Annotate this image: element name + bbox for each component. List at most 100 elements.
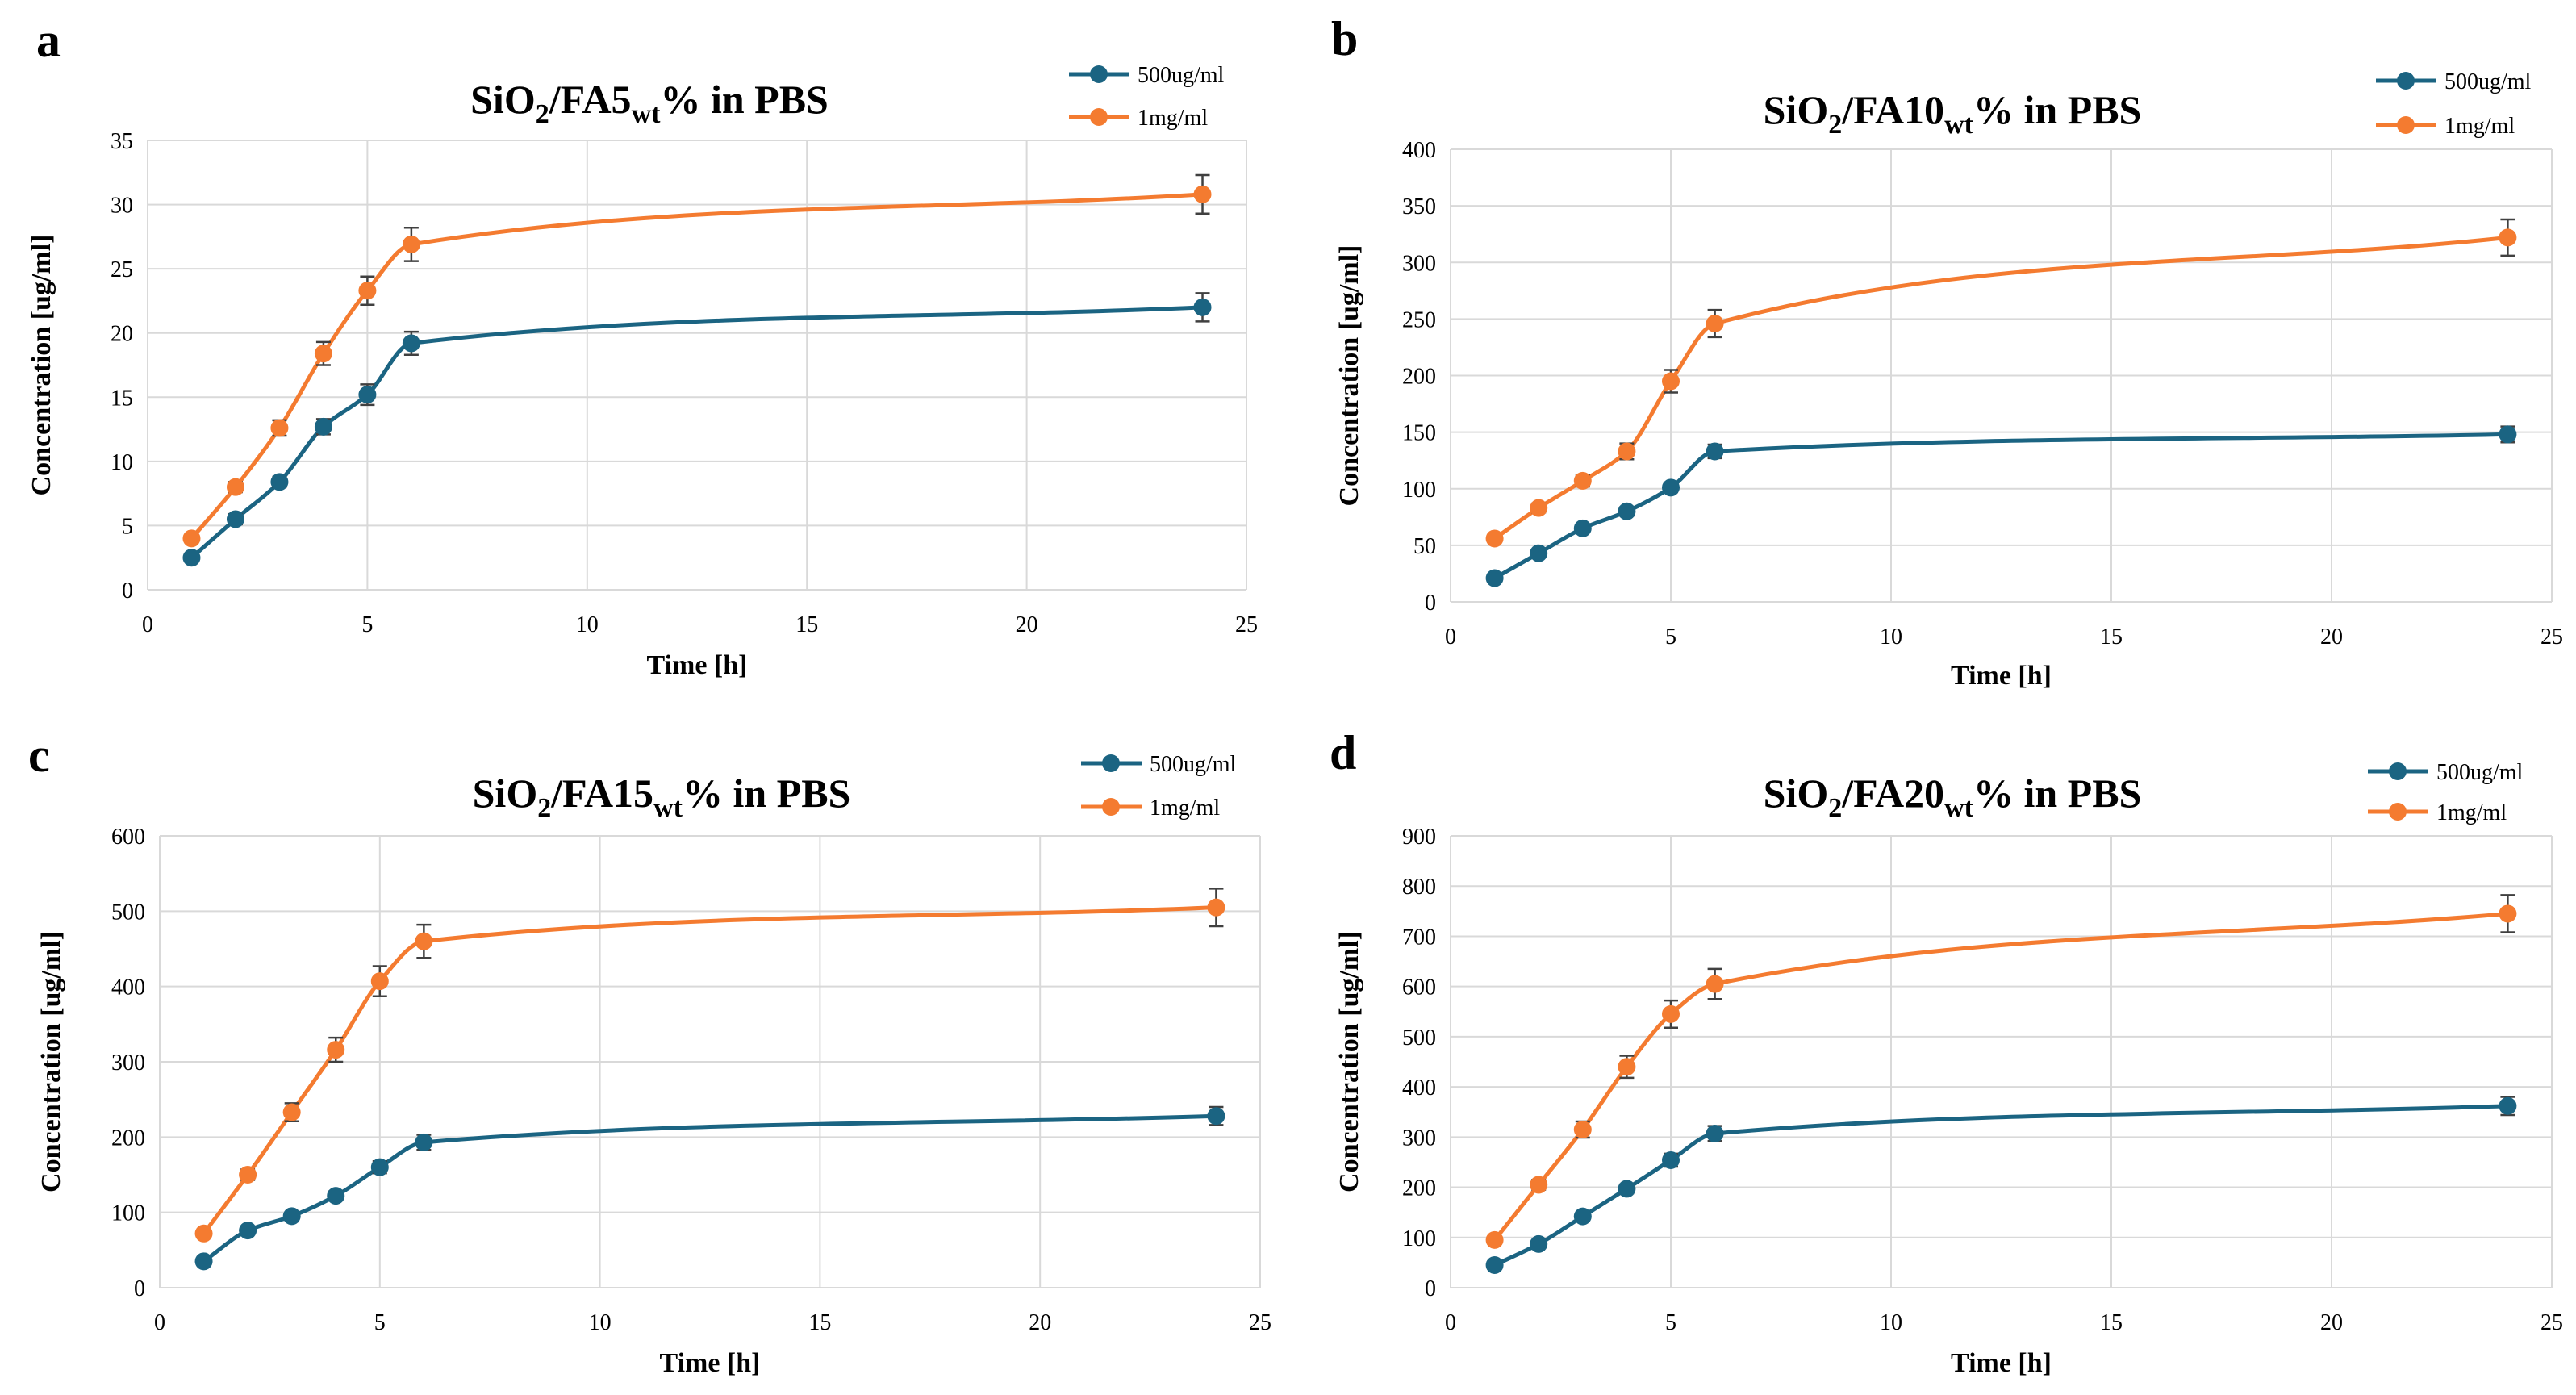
legend-marker [1102, 754, 1120, 772]
chart-title: SiO2/FA20wt% in PBS [1764, 771, 2142, 823]
series-line [1493, 432, 2508, 580]
data-point [1706, 442, 1724, 461]
x-tick-label: 10 [1880, 624, 1902, 649]
chart-title-part: wt [632, 99, 662, 129]
legend-marker [2389, 762, 2407, 780]
data-point [1573, 519, 1592, 537]
data-point [1485, 1256, 1504, 1274]
legend-label: 1mg/ml [2444, 114, 2515, 139]
y-tick-label: 200 [1402, 1176, 1436, 1201]
chart-title-part: wt [653, 793, 683, 823]
legend-label: 1mg/ml [2436, 800, 2507, 825]
y-tick-label: 50 [1413, 534, 1436, 559]
legend-label: 1mg/ml [1138, 106, 1208, 131]
data-point [1485, 569, 1504, 587]
chart-title: SiO2/FA5wt% in PBS [470, 77, 829, 129]
y-tick-label: 0 [122, 578, 133, 604]
x-tick-label: 0 [1445, 624, 1456, 649]
data-point [2499, 1096, 2517, 1115]
y-tick-label: 0 [134, 1276, 145, 1301]
chart-title-part: SiO [1764, 771, 1829, 816]
data-point [1530, 1234, 1548, 1253]
x-tick-label: 0 [154, 1310, 165, 1335]
chart-title-part: SiO [1764, 87, 1829, 132]
chart-title-part: /FA15 [550, 771, 653, 816]
x-axis-label: Time [h] [1951, 1348, 2052, 1378]
y-axis-label: Concentration [ug/ml] [1334, 931, 1364, 1192]
chart-title-part: /FA20 [1841, 771, 1944, 816]
x-tick-label: 5 [1665, 624, 1676, 649]
data-point [1530, 544, 1548, 562]
y-tick-label: 100 [1402, 478, 1436, 503]
panel-letter: d [1330, 726, 1356, 779]
y-tick-label: 250 [1402, 307, 1436, 332]
data-point [226, 478, 244, 496]
x-tick-label: 5 [374, 1310, 386, 1335]
data-point [182, 529, 201, 548]
series-1mg [182, 173, 1212, 548]
data-point [327, 1187, 345, 1205]
chart-title-part: % in PBS [1973, 771, 2141, 816]
x-tick-label: 15 [795, 612, 818, 637]
data-point [358, 386, 377, 404]
x-tick-label: 0 [142, 612, 153, 637]
data-point [270, 473, 289, 491]
y-tick-label: 800 [1402, 875, 1436, 900]
chart-title-part: % in PBS [1973, 87, 2141, 132]
data-point [1618, 502, 1636, 520]
chart-title: SiO2/FA15wt% in PBS [473, 771, 851, 823]
data-point [1662, 478, 1680, 497]
legend-marker [2397, 72, 2415, 90]
x-axis-label: Time [h] [1951, 661, 2052, 691]
x-tick-label: 20 [2320, 1310, 2343, 1335]
legend-marker [2397, 116, 2415, 134]
x-tick-label: 20 [1029, 1310, 1051, 1335]
y-tick-label: 35 [111, 129, 133, 154]
data-point [1485, 1230, 1504, 1249]
series-line [1493, 911, 2508, 1242]
y-tick-label: 300 [1402, 251, 1436, 276]
panel-letter: b [1331, 12, 1358, 65]
data-point [270, 419, 289, 437]
x-tick-label: 25 [1249, 1310, 1271, 1335]
x-tick-label: 0 [1445, 1310, 1456, 1335]
data-point [1618, 1058, 1636, 1076]
y-tick-label: 5 [122, 514, 133, 539]
series-500ug [1485, 1096, 2517, 1274]
x-tick-label: 25 [2541, 624, 2563, 649]
series-line [190, 192, 1203, 540]
data-point [226, 510, 244, 528]
data-point [1573, 1121, 1592, 1138]
y-tick-label: 350 [1402, 194, 1436, 219]
data-point [182, 549, 201, 567]
data-point [1530, 1176, 1548, 1194]
data-point [1207, 898, 1225, 917]
data-point [239, 1166, 257, 1184]
data-point [402, 334, 420, 353]
chart-title-part: wt [1944, 110, 1974, 140]
y-tick-label: 150 [1402, 421, 1436, 446]
chart-title-part: /FA5 [549, 77, 632, 122]
data-point [1706, 314, 1724, 332]
legend-marker [1090, 108, 1108, 126]
data-point [1193, 298, 1212, 316]
y-tick-label: 400 [1402, 138, 1436, 163]
x-tick-label: 10 [576, 612, 599, 637]
x-tick-label: 10 [1880, 1310, 1902, 1335]
data-point [2499, 425, 2517, 444]
chart-title: SiO2/FA10wt% in PBS [1764, 87, 2142, 140]
data-point [1530, 499, 1548, 517]
data-point [194, 1224, 213, 1243]
chart-title-part: % in PBS [683, 771, 850, 816]
data-point [314, 417, 332, 436]
y-tick-label: 200 [1402, 365, 1436, 390]
chart-title-part: 2 [537, 793, 551, 823]
legend-label: 500ug/ml [1138, 63, 1225, 88]
y-tick-label: 10 [111, 450, 133, 475]
data-point [282, 1103, 301, 1121]
x-tick-label: 25 [2541, 1310, 2563, 1335]
legend-label: 500ug/ml [2436, 760, 2524, 785]
data-point [282, 1207, 301, 1226]
chart-title-part: /FA10 [1841, 87, 1944, 132]
x-tick-label: 15 [2100, 624, 2123, 649]
